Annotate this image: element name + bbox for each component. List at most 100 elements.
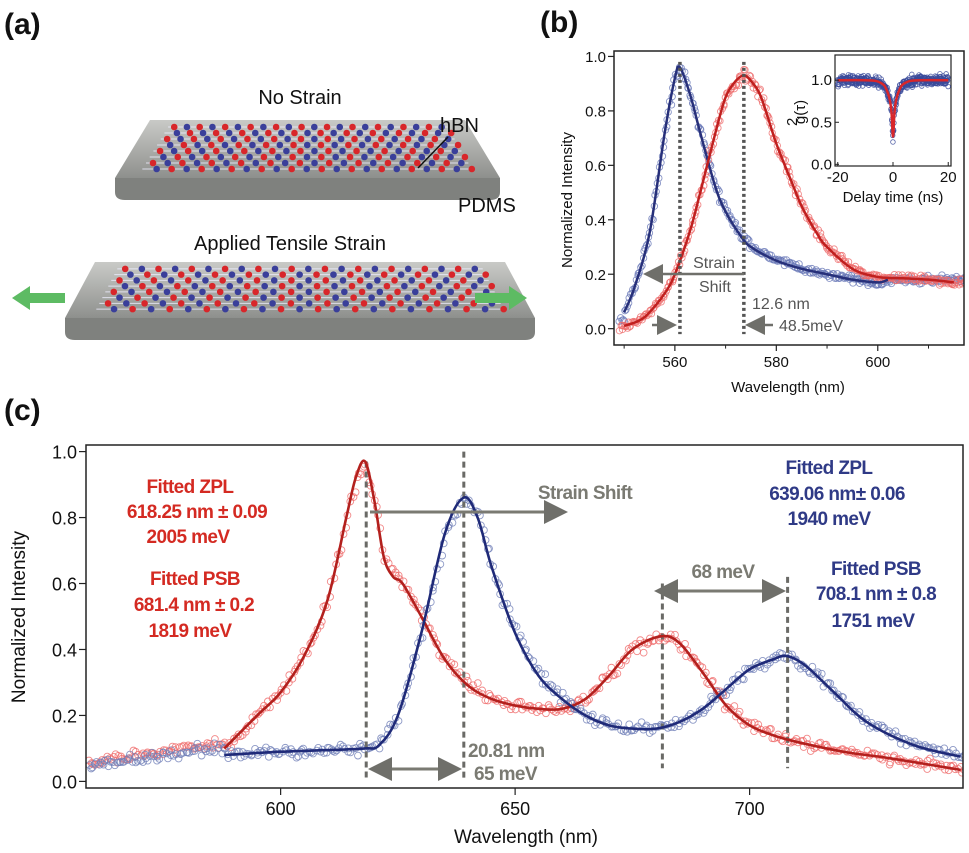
data-point (116, 758, 125, 766)
data-point (190, 744, 199, 752)
boron-atom (168, 165, 175, 173)
nitrogen-atom (199, 129, 207, 137)
boron-atom (408, 165, 416, 173)
data-point (741, 66, 749, 74)
boron-atom (170, 123, 178, 131)
nitrogen-atom (217, 153, 225, 161)
nitrogen-atom (458, 159, 465, 167)
data-point (621, 307, 629, 315)
nitrogen-atom (305, 300, 313, 307)
nitrogen-atom (311, 159, 318, 167)
zpl-delta-mev-label: 65 meV (474, 764, 538, 785)
data-point (613, 669, 622, 678)
strain-shift-label-bottom: Shift (699, 279, 732, 296)
nitrogen-atom (382, 129, 390, 137)
nitrogen-atom (333, 305, 340, 313)
boron-atom (179, 159, 186, 167)
boron-atom (414, 159, 421, 167)
boron-atom (317, 129, 324, 137)
nitrogen-atom (332, 294, 339, 301)
nitrogen-atom (331, 282, 338, 290)
nitrogen-atom (395, 147, 402, 155)
nitrogen-atom (431, 271, 439, 278)
data-point (736, 74, 744, 82)
boron-atom (314, 294, 321, 301)
nitrogen-atom (194, 141, 201, 149)
nitrogen-atom (368, 294, 375, 301)
boron-atom (482, 271, 490, 278)
g2-inset: -20 0 20 0.0 0.5 1.0 Delay time (ns) g(τ) 2 (784, 54, 957, 206)
inset-y-tick-label: 0.5 (811, 114, 832, 131)
nitrogen-atom (198, 147, 206, 155)
nitrogen-atom (303, 141, 311, 149)
boron-atom (221, 265, 229, 273)
nitrogen-atom (271, 265, 279, 273)
nitrogen-atom (401, 282, 408, 290)
boron-atom (196, 123, 204, 131)
boron-atom (323, 123, 331, 131)
data-point (754, 720, 763, 729)
boron-atom (166, 305, 174, 313)
boron-atom (287, 288, 295, 296)
inset-xlabel: Delay time (ns) (843, 189, 944, 206)
hbn-lattice-strained (96, 265, 507, 313)
boron-atom (318, 153, 325, 161)
inset-data-point (890, 139, 896, 145)
nitrogen-atom (387, 123, 395, 131)
boron-atom (243, 282, 251, 290)
boron-atom (422, 294, 429, 301)
data-point (734, 81, 743, 90)
data-point (815, 674, 824, 683)
data-point (720, 705, 729, 714)
inset-x-tick-label: 0 (889, 169, 897, 186)
nitrogen-atom (386, 141, 393, 149)
inset-x-tick-label: -20 (827, 169, 849, 186)
data-point (234, 730, 243, 739)
boron-atom (240, 147, 248, 155)
boron-atom (203, 153, 210, 161)
boron-atom (290, 141, 297, 149)
nitrogen-atom (333, 165, 341, 173)
red-psb-wavelength: 681.4 nm ± 0.2 (134, 595, 254, 616)
boron-atom (404, 135, 412, 143)
boron-atom (431, 135, 439, 143)
data-point (153, 752, 162, 761)
nitrogen-atom (213, 165, 220, 173)
data-point (296, 658, 305, 667)
boron-atom (454, 265, 462, 273)
boron-atom (318, 165, 326, 173)
nitrogen-atom (389, 153, 397, 161)
nitrogen-atom (159, 300, 167, 307)
boron-atom (186, 129, 194, 137)
boron-atom (228, 165, 235, 173)
nitrogen-atom (226, 147, 234, 155)
boron-atom (353, 147, 360, 155)
data-point (166, 751, 175, 760)
nitrogen-atom (363, 271, 371, 278)
nitrogen-atom (270, 277, 278, 284)
boron-atom (425, 277, 433, 284)
boron-atom (245, 271, 253, 278)
nitrogen-atom (166, 141, 174, 149)
nitrogen-atom (170, 147, 178, 155)
boron-atom (291, 129, 298, 137)
data-point (263, 703, 271, 712)
boron-atom (203, 305, 211, 313)
data-point (159, 748, 168, 757)
nitrogen-atom (194, 271, 202, 278)
nitrogen-atom (470, 282, 478, 290)
nitrogen-atom (259, 305, 266, 313)
data-point (155, 755, 164, 763)
boron-atom (404, 153, 411, 161)
nitrogen-atom (260, 294, 267, 301)
nitrogen-atom (412, 123, 420, 131)
boron-atom (134, 294, 141, 301)
boron-atom (346, 153, 354, 161)
nitrogen-atom (232, 300, 240, 307)
inset-x-tick-label: 20 (940, 169, 957, 186)
data-point (662, 287, 671, 295)
inset-data-point (945, 83, 951, 90)
data-point (179, 748, 188, 757)
nitrogen-atom (481, 305, 489, 313)
nitrogen-atom (191, 282, 199, 290)
